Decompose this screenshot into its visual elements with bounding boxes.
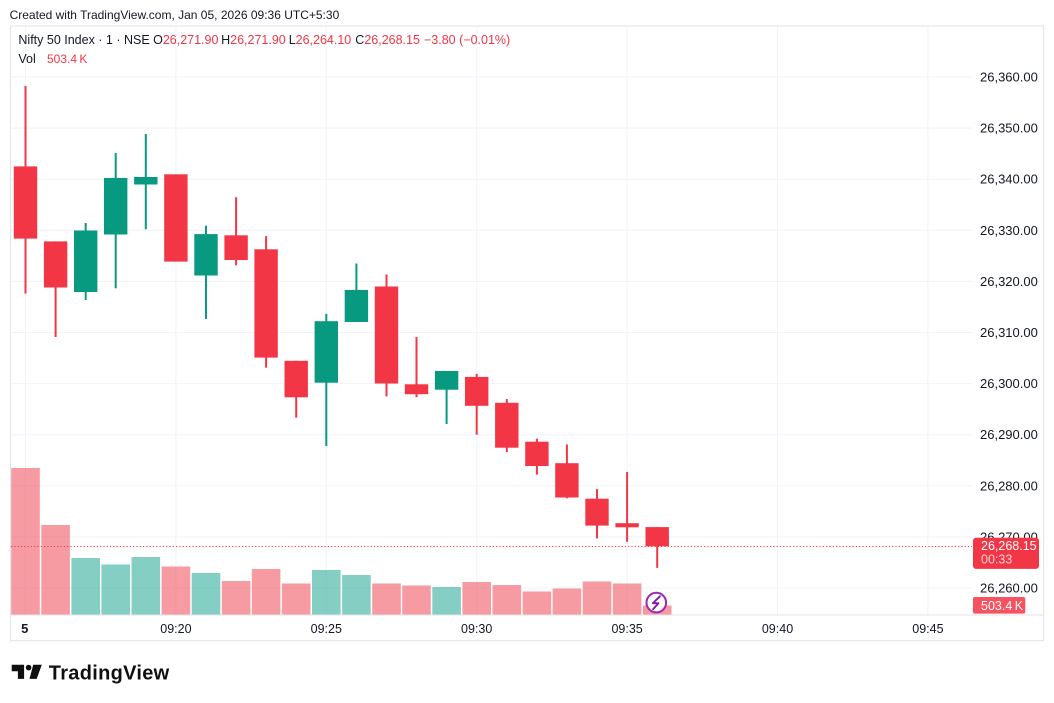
svg-text:5: 5: [21, 621, 28, 636]
svg-text:26,260.00: 26,260.00: [980, 581, 1038, 596]
svg-text:TradingView: TradingView: [49, 662, 170, 684]
svg-text:26,310.00: 26,310.00: [980, 325, 1038, 340]
svg-text:09:40: 09:40: [762, 622, 793, 636]
svg-text:503.4 K: 503.4 K: [47, 52, 87, 66]
svg-text:−3.80 (−0.01%): −3.80 (−0.01%): [424, 33, 510, 47]
svg-text:503.4 K: 503.4 K: [981, 599, 1024, 613]
svg-text:O26,271.90: O26,271.90: [153, 33, 218, 47]
svg-text:09:35: 09:35: [611, 622, 642, 636]
svg-text:26,360.00: 26,360.00: [980, 70, 1038, 85]
svg-text:26,268.15: 26,268.15: [981, 539, 1037, 553]
svg-text:Nifty 50 Index · 1 · NSE: Nifty 50 Index · 1 · NSE: [18, 33, 149, 47]
svg-text:26,350.00: 26,350.00: [980, 121, 1038, 136]
svg-text:26,320.00: 26,320.00: [980, 274, 1038, 289]
svg-text:Vol: Vol: [18, 52, 35, 66]
svg-text:00:33: 00:33: [981, 552, 1012, 566]
svg-text:26,340.00: 26,340.00: [980, 172, 1038, 187]
svg-text:26,300.00: 26,300.00: [980, 376, 1038, 391]
svg-text:09:25: 09:25: [311, 622, 342, 636]
svg-text:C26,268.15: C26,268.15: [355, 33, 420, 47]
svg-text:09:45: 09:45: [912, 622, 943, 636]
svg-text:09:20: 09:20: [160, 622, 191, 636]
svg-text:09:30: 09:30: [461, 622, 492, 636]
svg-text:Created with TradingView.com,: Created with TradingView.com, Jan 05, 20…: [10, 8, 340, 22]
svg-text:L26,264.10: L26,264.10: [289, 33, 352, 47]
svg-text:H26,271.90: H26,271.90: [221, 33, 286, 47]
svg-text:26,280.00: 26,280.00: [980, 478, 1038, 493]
svg-text:26,330.00: 26,330.00: [980, 223, 1038, 238]
svg-text:26,290.00: 26,290.00: [980, 427, 1038, 442]
